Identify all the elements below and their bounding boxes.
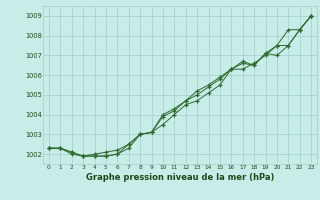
X-axis label: Graphe pression niveau de la mer (hPa): Graphe pression niveau de la mer (hPa) — [86, 173, 274, 182]
